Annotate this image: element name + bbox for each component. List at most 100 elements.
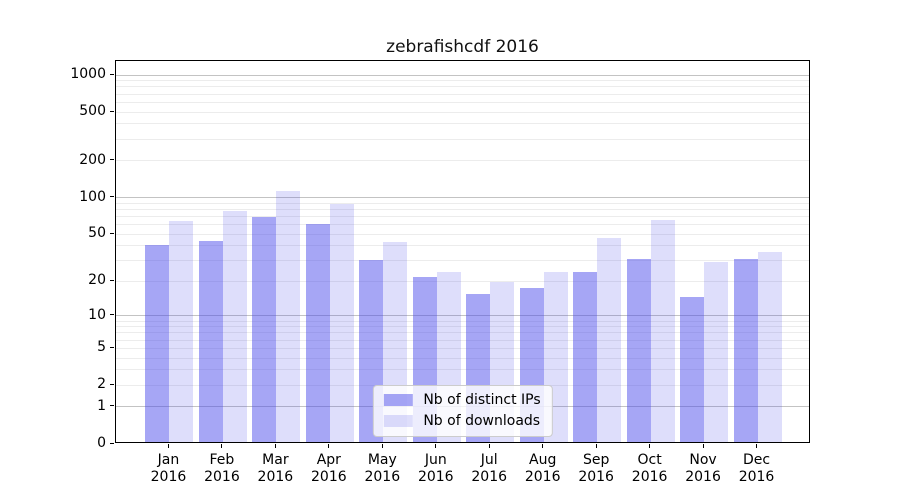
y-tick-mark: [110, 196, 114, 198]
gridline: [116, 357, 809, 359]
gridline: [116, 93, 809, 95]
x-tick-label: Nov 2016: [685, 452, 721, 485]
legend-item-downloads: Nb of downloads: [383, 413, 540, 429]
gridline: [116, 339, 809, 341]
x-tick-mark: [542, 444, 544, 448]
gridline: [116, 86, 809, 88]
gridline: [116, 315, 809, 317]
y-tick-label: 500: [79, 103, 106, 120]
grid-layer: [116, 61, 809, 442]
gridline: [116, 233, 809, 235]
x-tick-label: Jan 2016: [150, 452, 187, 485]
bar-downloads-apr: [329, 204, 354, 442]
legend-label-distinct-ips: Nb of distinct IPs: [423, 392, 541, 408]
gridline: [116, 123, 809, 125]
y-tick-label: 50: [88, 225, 106, 242]
bar-downloads-dec: [757, 252, 782, 442]
legend-swatch-downloads: [383, 415, 413, 427]
legend-label-downloads: Nb of downloads: [423, 413, 541, 429]
gridline: [116, 80, 809, 82]
legend-item-distinct-ips: Nb of distinct IPs: [383, 392, 541, 408]
y-tick-mark: [110, 110, 114, 112]
x-tick-mark: [488, 444, 490, 448]
bar-distinct-ips-oct: [626, 258, 651, 442]
gridline: [116, 332, 809, 334]
y-tick-mark: [110, 232, 114, 234]
gridline: [116, 320, 809, 322]
gridline: [116, 223, 809, 225]
bar-downloads-feb: [222, 211, 247, 442]
bar-downloads-sep: [597, 237, 622, 442]
y-tick-mark: [110, 159, 114, 161]
y-tick-mark: [110, 346, 114, 348]
y-tick-label: 10: [88, 306, 106, 323]
gridline: [116, 347, 809, 349]
x-tick-mark: [702, 444, 704, 448]
x-tick-label: Dec 2016: [738, 452, 775, 485]
bar-distinct-ips-nov: [680, 297, 705, 442]
gridline: [116, 326, 809, 328]
x-tick-mark: [274, 444, 276, 448]
x-tick-mark: [221, 444, 223, 448]
bar-distinct-ips-feb: [198, 241, 223, 442]
gridline: [116, 111, 809, 113]
legend-swatch-distinct-ips: [383, 394, 413, 406]
gridline: [116, 260, 809, 262]
y-tick-label: 100: [79, 188, 106, 205]
bar-downloads-oct: [650, 219, 675, 442]
x-tick-mark: [167, 444, 169, 448]
x-tick-mark: [649, 444, 651, 448]
y-tick-label: 200: [79, 151, 106, 168]
bar-distinct-ips-jan: [145, 245, 170, 442]
gridline: [116, 202, 809, 204]
gridline: [116, 369, 809, 371]
y-tick-label: 1000: [70, 66, 106, 83]
gridline: [116, 101, 809, 103]
gridline: [116, 197, 809, 199]
x-tick-label: Apr 2016: [311, 452, 347, 485]
y-tick-label: 0: [97, 435, 106, 451]
x-tick-label: Aug 2016: [524, 452, 561, 485]
chart-title: zebrafishcdf 2016: [386, 37, 539, 57]
gridline: [116, 74, 809, 76]
x-tick-label: Jul 2016: [471, 452, 508, 485]
plot-area: Nb of distinct IPs Nb of downloads: [115, 60, 810, 443]
y-tick-label: 1: [97, 397, 106, 414]
y-tick-mark: [110, 442, 114, 444]
legend: Nb of distinct IPs Nb of downloads: [372, 385, 553, 437]
y-tick-mark: [110, 279, 114, 281]
bar-distinct-ips-mar: [252, 217, 277, 442]
gridline: [116, 215, 809, 217]
x-tick-label: Mar 2016: [257, 452, 294, 485]
y-tick-mark: [110, 405, 114, 407]
x-tick-mark: [756, 444, 758, 448]
gridline: [116, 245, 809, 247]
x-tick-mark: [595, 444, 597, 448]
bar-downloads-jan: [169, 220, 194, 442]
bar-distinct-ips-sep: [573, 272, 598, 442]
x-tick-label: Oct 2016: [631, 452, 668, 485]
gridline: [116, 280, 809, 282]
y-tick-mark: [110, 314, 114, 316]
y-tick-label: 2: [97, 376, 106, 393]
x-tick-mark: [328, 444, 330, 448]
x-tick-label: May 2016: [364, 452, 401, 485]
bars-layer: [116, 61, 809, 442]
x-tick-label: Feb 2016: [204, 452, 240, 485]
gridline: [116, 138, 809, 140]
y-tick-label: 20: [88, 272, 106, 289]
bar-distinct-ips-dec: [733, 258, 758, 442]
gridline: [116, 208, 809, 210]
gridline: [116, 160, 809, 162]
bar-downloads-mar: [276, 191, 301, 442]
x-tick-label: Jun 2016: [417, 452, 454, 485]
bar-distinct-ips-apr: [305, 224, 330, 442]
bar-downloads-nov: [704, 262, 729, 442]
y-tick-label: 5: [97, 339, 106, 356]
x-tick-mark: [381, 444, 383, 448]
x-tick-mark: [435, 444, 437, 448]
x-tick-label: Sep 2016: [578, 452, 614, 485]
y-tick-mark: [110, 383, 114, 385]
y-tick-mark: [110, 73, 114, 75]
